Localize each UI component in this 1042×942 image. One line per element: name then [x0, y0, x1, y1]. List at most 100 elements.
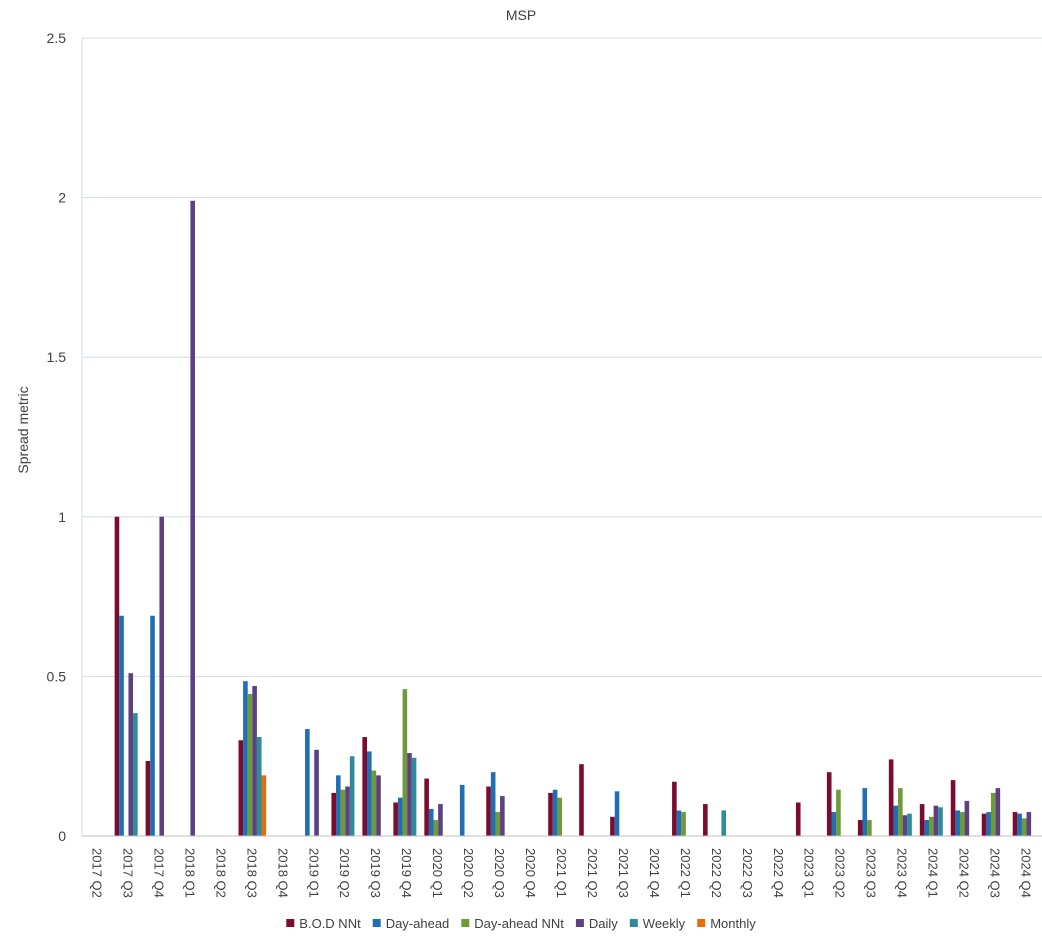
- bar-weekly-2019-q4: [411, 757, 417, 836]
- bar-day-ahead-2020-q1: [428, 808, 434, 836]
- bar-daily-2024-q3: [995, 788, 1001, 836]
- bar-day-ahead-nnt-2023-q2: [836, 789, 841, 836]
- x-tick-label: 2024 Q4: [1019, 848, 1034, 898]
- bar-day-ahead-nnt-2024-q1: [929, 816, 934, 836]
- bar-weekly-2022-q2: [721, 810, 727, 836]
- legend-label: B.O.D NNt: [299, 916, 361, 931]
- bar-day-ahead-nnt-2024-q4: [1021, 818, 1027, 836]
- x-tick-label: 2019 Q3: [368, 848, 383, 898]
- bar-day-ahead-2020-q2: [459, 784, 465, 836]
- x-tick-label: 2024 Q1: [926, 848, 941, 898]
- bars: [114, 200, 1032, 837]
- bar-day-ahead-2024-q1: [924, 820, 930, 836]
- bar-monthly-2018-q3: [261, 775, 267, 836]
- bar-b-o-d-nnt-2017-q4: [145, 760, 151, 836]
- bar-b-o-d-nnt-2024-q1: [919, 804, 925, 836]
- bar-day-ahead-2020-q3: [490, 772, 496, 836]
- x-tick-label: 2018 Q1: [182, 848, 197, 898]
- bar-day-ahead-nnt-2020-q1: [433, 820, 439, 836]
- bar-weekly-2024-q1: [938, 807, 943, 836]
- bar-b-o-d-nnt-2022-q1: [672, 781, 677, 836]
- bar-day-ahead-nnt-2019-q2: [340, 789, 346, 836]
- x-tick-label: 2023 Q1: [802, 848, 817, 898]
- x-tick-label: 2018 Q4: [275, 848, 290, 898]
- legend-label: Day-ahead: [386, 916, 450, 931]
- bar-day-ahead-nnt-2021-q1: [557, 797, 562, 836]
- legend-item: B.O.D NNt: [286, 916, 361, 931]
- legend: B.O.D NNt Day-ahead Day-ahead NNt Daily Week…: [286, 916, 756, 931]
- legend-swatch: [461, 919, 470, 927]
- y-tick-label: 1: [58, 509, 66, 525]
- x-tick-label: 2024 Q3: [988, 848, 1003, 898]
- bar-day-ahead-2019-q3: [366, 751, 372, 836]
- bar-daily-2018-q1: [190, 200, 195, 837]
- bar-b-o-d-nnt-2023-q3: [857, 820, 863, 836]
- x-tick-label: 2017 Q4: [151, 848, 166, 898]
- x-tick-label: 2018 Q3: [244, 848, 259, 898]
- x-tick-label: 2021 Q3: [616, 848, 631, 898]
- x-tick-label: 2019 Q4: [399, 848, 414, 898]
- x-tick-label: 2020 Q3: [492, 848, 507, 898]
- x-tick-label: 2020 Q1: [430, 848, 445, 898]
- bar-daily-2024-q1: [933, 805, 939, 836]
- legend-label: Monthly: [710, 916, 756, 931]
- x-tick-label: 2018 Q2: [213, 848, 228, 898]
- legend-label: Daily: [589, 916, 618, 931]
- legend-swatch: [372, 919, 381, 927]
- bar-b-o-d-nnt-2024-q3: [981, 813, 987, 836]
- bar-b-o-d-nnt-2021-q3: [610, 816, 615, 836]
- x-tick-label: 2019 Q2: [337, 848, 352, 898]
- y-axis-ticks: 0 0.5 1 1.5 2 2.5: [47, 30, 67, 844]
- bar-daily-2019-q4: [407, 753, 412, 836]
- bar-day-ahead-nnt-2018-q3: [247, 693, 253, 836]
- bar-day-ahead-nnt-2022-q1: [681, 812, 686, 836]
- bar-day-ahead-nnt-2019-q3: [371, 770, 377, 836]
- bar-day-ahead-2024-q3: [986, 812, 991, 836]
- gridlines: [81, 37, 1042, 836]
- legend-item: Monthly: [697, 916, 756, 931]
- bar-day-ahead-nnt-2023-q4: [898, 788, 903, 836]
- bar-day-ahead-2019-q2: [336, 775, 341, 836]
- bar-day-ahead-2017-q3: [119, 615, 124, 836]
- bar-weekly-2018-q3: [256, 737, 262, 836]
- bar-b-o-d-nnt-2020-q1: [424, 778, 429, 836]
- x-tick-label: 2021 Q1: [554, 848, 569, 898]
- bar-b-o-d-nnt-2024-q4: [1012, 812, 1018, 836]
- bar-daily-2019-q1: [314, 749, 319, 836]
- x-tick-label: 2022 Q1: [678, 848, 693, 898]
- x-tick-label: 2023 Q2: [833, 848, 848, 898]
- bar-weekly-2019-q2: [349, 756, 355, 836]
- bar-day-ahead-2022-q1: [676, 810, 682, 836]
- y-tick-label: 2.5: [47, 30, 67, 46]
- x-tick-label: 2017 Q3: [121, 848, 136, 898]
- x-axis-ticks: 2017 Q2 2017 Q3 2017 Q4 2018 Q1 2018 Q2 2018 …: [90, 848, 1034, 898]
- legend-label: Day-ahead NNt: [474, 916, 564, 931]
- bar-b-o-d-nnt-2021-q1: [548, 792, 553, 836]
- x-tick-label: 2020 Q2: [461, 848, 476, 898]
- bar-daily-2019-q3: [376, 775, 381, 836]
- bar-daily-2017-q4: [159, 516, 165, 836]
- legend-swatch: [286, 919, 295, 927]
- y-tick-label: 0: [58, 828, 66, 844]
- bar-b-o-d-nnt-2018-q3: [238, 740, 244, 836]
- legend-item: Day-ahead: [372, 916, 450, 931]
- bar-b-o-d-nnt-2021-q2: [579, 764, 584, 836]
- bar-daily-2024-q2: [964, 800, 970, 836]
- legend-item: Weekly: [629, 916, 686, 931]
- bar-weekly-2023-q4: [907, 813, 912, 836]
- bar-b-o-d-nnt-2019-q3: [362, 737, 367, 836]
- bar-day-ahead-2019-q1: [305, 729, 310, 836]
- bar-b-o-d-nnt-2023-q1: [795, 802, 801, 836]
- legend-swatch: [629, 919, 638, 927]
- bar-b-o-d-nnt-2019-q2: [331, 792, 337, 836]
- bar-day-ahead-2021-q1: [552, 789, 558, 836]
- chart-title: MSP: [506, 7, 536, 23]
- y-axis-label: Spread metric: [15, 386, 31, 473]
- bar-b-o-d-nnt-2024-q2: [950, 780, 956, 836]
- bar-daily-2020-q1: [438, 804, 443, 836]
- bar-day-ahead-2018-q3: [243, 681, 248, 836]
- bar-day-ahead-nnt-2023-q3: [867, 820, 872, 836]
- x-tick-label: 2019 Q1: [306, 848, 321, 898]
